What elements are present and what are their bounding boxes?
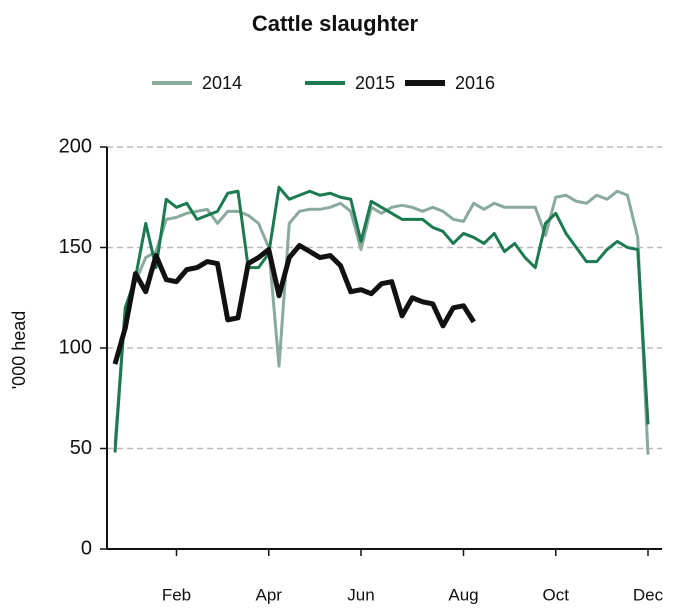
y-tick-label: 50 bbox=[70, 437, 92, 459]
x-tick-label: Jun bbox=[347, 585, 374, 604]
y-tick-label: 0 bbox=[81, 537, 92, 559]
series-line bbox=[112, 242, 476, 365]
x-tick-label: Apr bbox=[256, 585, 283, 604]
y-tick-label: 150 bbox=[59, 236, 92, 258]
legend-label: 2016 bbox=[455, 73, 495, 93]
y-tick-label: 200 bbox=[59, 135, 92, 157]
legend: 2014 2015 2016 bbox=[152, 73, 495, 93]
legend-label: 2015 bbox=[355, 73, 395, 93]
grid bbox=[107, 146, 662, 450]
y-tick-label: 100 bbox=[59, 336, 92, 358]
x-tick-label: Feb bbox=[162, 585, 191, 604]
series-line bbox=[113, 185, 650, 453]
x-tick-label: Dec bbox=[633, 585, 664, 604]
x-tick-label: Aug bbox=[448, 585, 478, 604]
series-line bbox=[113, 189, 650, 455]
lines bbox=[112, 185, 650, 455]
legend-label: 2014 bbox=[202, 73, 242, 93]
x-tick-label: Oct bbox=[543, 585, 570, 604]
y-axis-label: '000 head bbox=[9, 311, 29, 390]
chart-title: Cattle slaughter bbox=[252, 11, 419, 36]
